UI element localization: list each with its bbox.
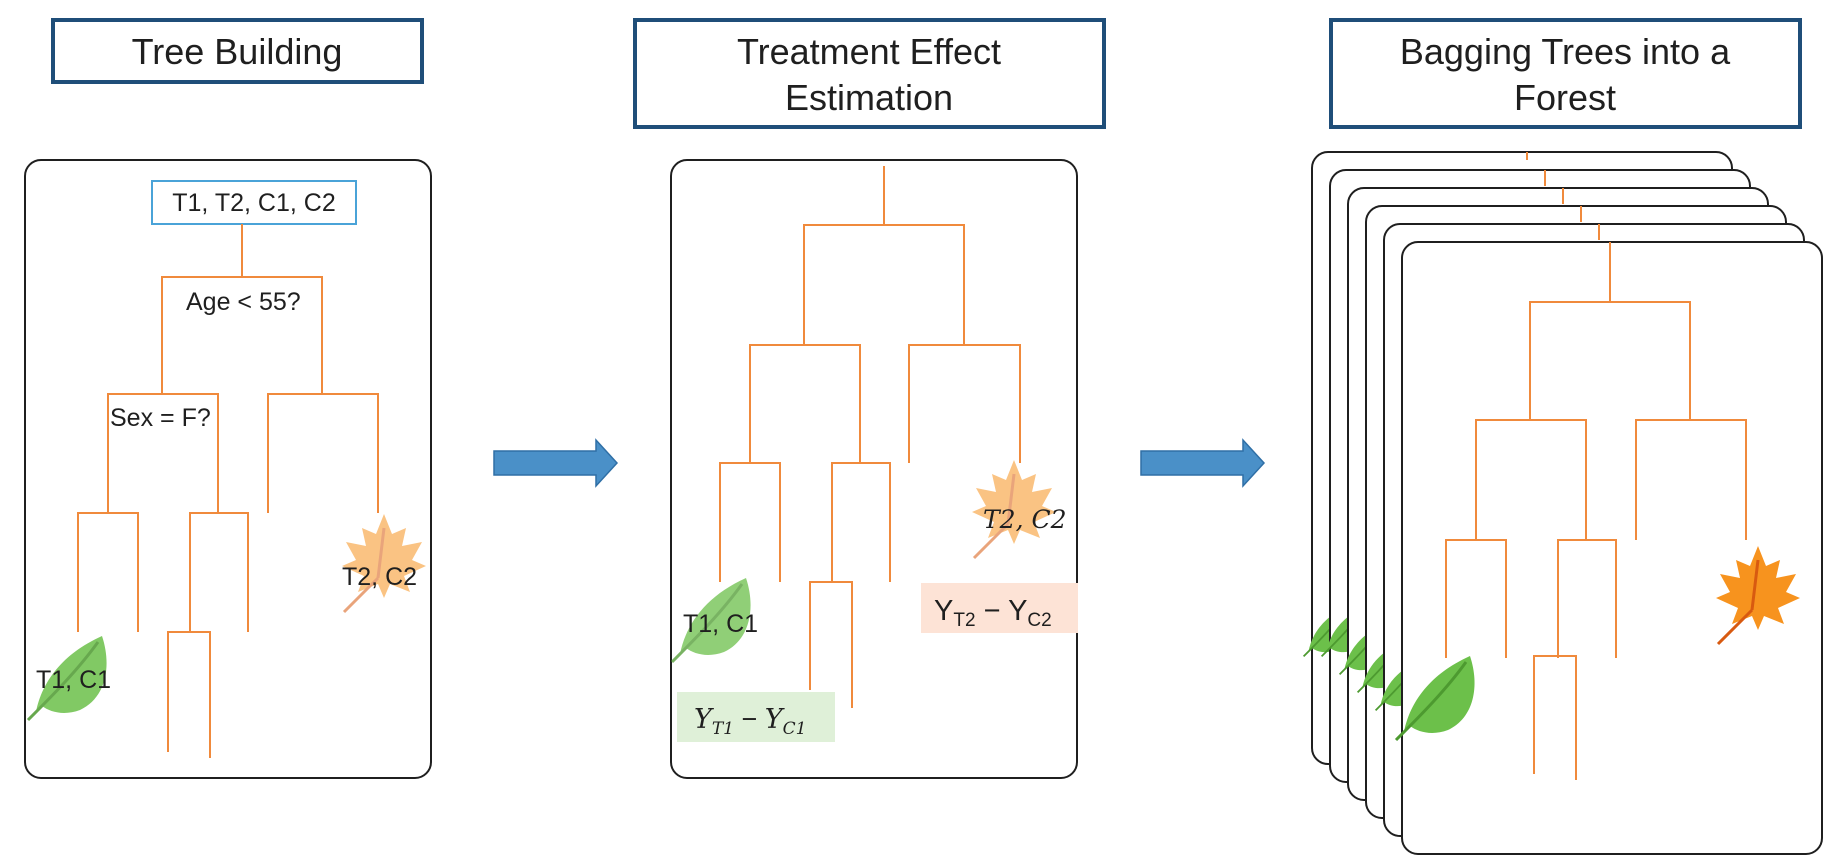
header-treatment-effect: Treatment Effect Estimation	[633, 18, 1106, 129]
split-sex-label: Sex = F?	[110, 404, 211, 432]
header-bagging-line2: Forest	[1514, 77, 1616, 118]
root-node-box	[151, 180, 357, 225]
header-bagging-line1: Bagging Trees into a	[1400, 31, 1731, 72]
effect-formula-orange: YT2 − YC2	[934, 595, 1052, 631]
front-tree-card	[1394, 241, 1823, 855]
header-bagging: Bagging Trees into a Forest	[1329, 18, 1802, 129]
header-tree-building-text: Tree Building	[132, 31, 343, 72]
panel-forest	[1302, 151, 1823, 855]
leaf-label-t2c2: T2, C2	[342, 563, 417, 591]
effect-box-orange	[921, 583, 1078, 633]
right-arrow-icon	[1140, 438, 1266, 488]
tree-branches-2	[719, 166, 1021, 708]
header-treatment-line2: Estimation	[785, 77, 953, 118]
effect-formula-green: YT1 − YC1	[694, 704, 806, 739]
right-arrow-icon	[493, 438, 619, 488]
leaf-label-t1c1: T1, C1	[36, 666, 111, 694]
header-treatment-line1: Treatment Effect	[737, 31, 1001, 72]
root-node-label: T1, T2, C1, C2	[172, 189, 336, 217]
header-tree-building: Tree Building	[51, 18, 424, 84]
panel-tree-building: T1, T2, C1, C2 Age < 55? Sex = F? T2, C2…	[24, 159, 432, 779]
panel-treatment-effect: T2, C2 T1, C1 YT2 − YC2 YT1 − YC1	[670, 159, 1078, 779]
tree-branches-3	[1445, 242, 1747, 780]
leaf-label-t1c1: T1, C1	[683, 610, 758, 638]
effect-box-green	[677, 692, 835, 742]
tree-branches	[77, 224, 379, 758]
leaf-label-t2c2: T2, C2	[983, 505, 1067, 534]
split-age-label: Age < 55?	[186, 288, 301, 316]
